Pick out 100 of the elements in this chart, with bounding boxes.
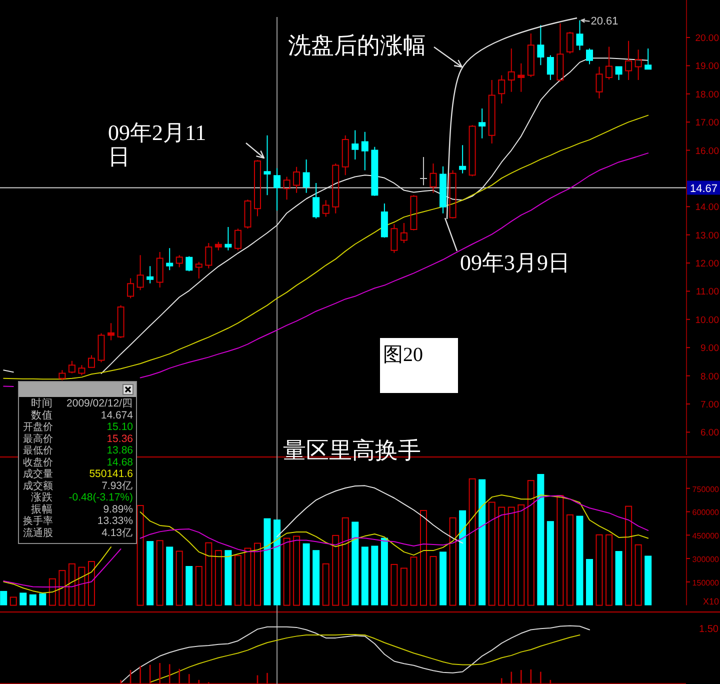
- bar: [322, 563, 330, 606]
- bar: [78, 566, 86, 606]
- candlestick: [430, 163, 437, 194]
- candlestick: [342, 134, 349, 176]
- text: 4.13亿: [102, 526, 133, 539]
- bar: [283, 538, 290, 606]
- bar: [449, 517, 456, 606]
- bar: [146, 541, 154, 606]
- candlestick: [244, 199, 252, 230]
- bar: [156, 540, 164, 606]
- candlestick: [108, 322, 115, 341]
- candlestick: [254, 160, 261, 217]
- bar: [88, 561, 95, 606]
- bar: [537, 474, 544, 606]
- candlestick: [195, 261, 202, 280]
- bar: [508, 506, 515, 606]
- candlestick: [410, 194, 418, 231]
- candlestick: [361, 131, 368, 171]
- bar: [342, 517, 349, 606]
- bar: [625, 506, 632, 606]
- candlestick: [264, 134, 271, 196]
- candlestick: [380, 203, 388, 238]
- bar: [390, 564, 398, 606]
- y-tick-label: 600000: [692, 508, 720, 518]
- bar: [205, 542, 212, 606]
- bar: [29, 594, 36, 606]
- text: 13.86: [106, 444, 133, 457]
- bar: [400, 568, 408, 606]
- y-tick-label: 16.00: [695, 146, 719, 157]
- bar: [420, 510, 427, 606]
- text: 1.50: [699, 624, 719, 635]
- bar: [176, 550, 183, 606]
- y-tick-label: 11.00: [696, 286, 719, 298]
- candlestick: [576, 20, 584, 51]
- bar: [48, 578, 56, 606]
- candlestick: [498, 74, 506, 104]
- bar: [293, 536, 300, 606]
- candlestick: [127, 278, 134, 299]
- text: 13.33%: [97, 515, 133, 528]
- annotation: 洗盘后的涨幅: [288, 33, 426, 58]
- candlestick: [88, 354, 95, 368]
- candlestick: [400, 222, 408, 244]
- bar: [186, 566, 193, 606]
- bar: [195, 566, 202, 606]
- bar: [606, 534, 613, 606]
- candlestick: [644, 48, 652, 70]
- bar: [352, 522, 359, 606]
- text: -0.48(-3.17%): [68, 492, 133, 504]
- annotation: 图20: [383, 344, 423, 366]
- candlestick: [420, 156, 428, 186]
- category-label: 开盘价: [23, 421, 53, 434]
- candlestick: [136, 254, 144, 291]
- bar: [68, 563, 76, 606]
- candlestick: [117, 304, 124, 339]
- bar: [566, 514, 574, 606]
- bar: [224, 550, 232, 606]
- category-label: 收盘价: [23, 456, 53, 468]
- bar: [371, 546, 378, 606]
- y-axis-title: X10: [702, 596, 719, 606]
- line-series: [276, 485, 464, 544]
- candlestick: [449, 170, 456, 219]
- candlestick: [302, 159, 310, 194]
- y-tick-label: 7.00: [700, 399, 719, 410]
- y-tick-label: 12.00: [695, 258, 719, 270]
- bar: [302, 543, 310, 606]
- line-series: [3, 114, 649, 380]
- candlestick: [537, 24, 544, 66]
- category-label: 数值: [31, 409, 53, 422]
- candlestick: [518, 62, 525, 92]
- bar: [274, 520, 281, 606]
- bar: [527, 480, 534, 606]
- candlestick: [98, 332, 105, 363]
- bar: [468, 478, 476, 606]
- text: 550141.6: [89, 468, 133, 480]
- bar: [10, 596, 17, 606]
- bar: [556, 495, 564, 606]
- candlestick: [546, 54, 554, 81]
- bar: [166, 546, 174, 606]
- candlestick: [527, 33, 534, 78]
- bar: [234, 555, 242, 606]
- candlestick: [283, 176, 290, 200]
- candlestick: [332, 163, 340, 214]
- candlestick: [274, 168, 281, 212]
- text: 7.93亿: [102, 480, 133, 492]
- annotation: 量区里高换手: [283, 438, 421, 463]
- candlestick: [186, 256, 193, 272]
- bar: [39, 593, 46, 606]
- candlestick: [156, 252, 164, 288]
- category-label: 成交量: [23, 468, 53, 480]
- candlestick: [176, 254, 183, 268]
- candlestick: [312, 182, 320, 219]
- candlestick: [556, 22, 564, 82]
- candlestick: [508, 48, 515, 92]
- bar: [518, 504, 525, 606]
- y-tick-label: 20.00: [695, 32, 719, 44]
- candlestick: [371, 146, 378, 196]
- annotation: 09年3月9日: [460, 250, 570, 275]
- candlestick: [625, 40, 632, 81]
- text: 14.674: [100, 409, 133, 422]
- candlestick: [440, 166, 447, 214]
